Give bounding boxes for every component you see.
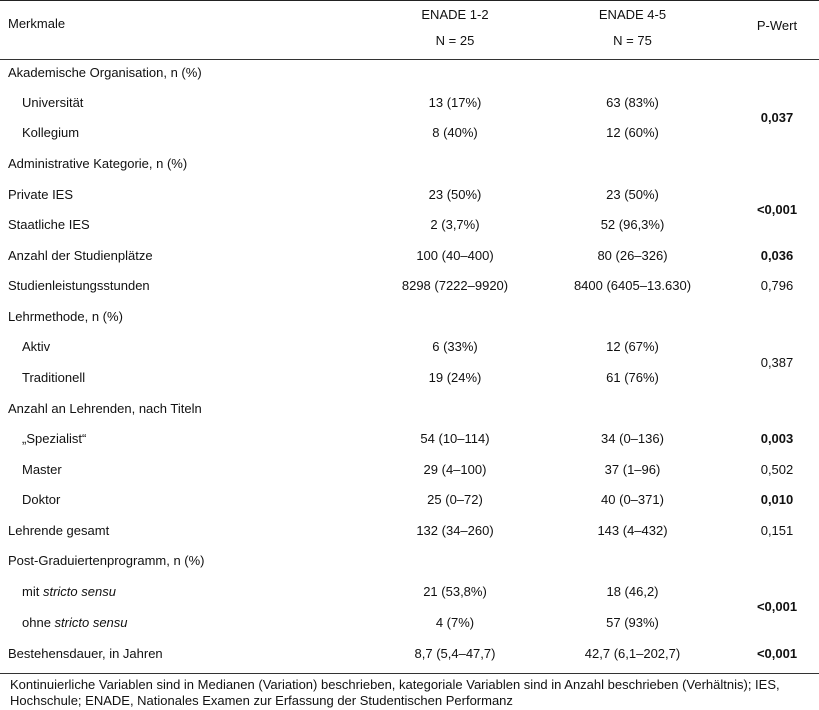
pvalue: <0,001 bbox=[756, 599, 798, 614]
table-top-rule bbox=[0, 0, 819, 1]
row-label: Aktiv bbox=[22, 339, 51, 354]
row-group2-value: 52 (96,3%) bbox=[600, 217, 665, 232]
row-group2-value: 37 (1–96) bbox=[604, 462, 661, 477]
row-label: ohne stricto sensu bbox=[0, 615, 372, 631]
row-label: Bestehensdauer, in Jahren bbox=[8, 646, 163, 661]
row-label: Universität bbox=[22, 95, 84, 110]
row-label: Kollegium bbox=[22, 125, 80, 140]
row-label: Private IES bbox=[8, 187, 74, 202]
pvalue: <0,001 bbox=[756, 646, 798, 661]
row-group2-value: 34 (0–136) bbox=[601, 431, 664, 446]
row-label-prefix: ohne bbox=[22, 615, 55, 630]
header-rule bbox=[0, 59, 819, 60]
row-group1-value: 8,7 (5,4–47,7) bbox=[414, 646, 496, 661]
pvalue: 0,151 bbox=[760, 523, 794, 538]
row-group1-value: 54 (10–114) bbox=[420, 431, 490, 446]
row-label: Post-Graduiertenprogramm, n (%) bbox=[8, 553, 205, 568]
row-label: Master bbox=[22, 462, 62, 477]
row-label: „Spezialist“ bbox=[22, 431, 87, 446]
pvalue: 0,387 bbox=[760, 355, 794, 370]
pvalue: 0,036 bbox=[760, 248, 794, 263]
row-label: Staatliche IES bbox=[8, 217, 90, 232]
row-group1-value: 8298 (7222–9920) bbox=[401, 278, 509, 293]
row-group1-value: 21 (53,8%) bbox=[423, 584, 487, 599]
row-group1-value: 2 (3,7%) bbox=[430, 217, 480, 232]
row-group1-value: 132 (34–260) bbox=[416, 523, 494, 538]
row-group1-value: 6 (33%) bbox=[432, 339, 478, 354]
row-label: Doktor bbox=[22, 492, 61, 507]
row-group2-value: 61 (76%) bbox=[606, 370, 659, 385]
row-group2-value: 40 (0–371) bbox=[601, 492, 664, 507]
pvalue: 0,003 bbox=[760, 431, 794, 446]
pvalue: 0,010 bbox=[760, 492, 794, 507]
header-pvalue: P-Wert bbox=[756, 18, 798, 33]
row-group2-value: 12 (60%) bbox=[606, 125, 659, 140]
row-group2-value: 42,7 (6,1–202,7) bbox=[584, 646, 681, 661]
row-group1-value: 4 (7%) bbox=[435, 615, 475, 630]
row-group2-value: 23 (50%) bbox=[606, 187, 659, 202]
row-label-prefix: mit bbox=[22, 584, 43, 599]
pvalue: 0,796 bbox=[760, 278, 794, 293]
row-group2-value: 18 (46,2) bbox=[606, 584, 659, 599]
pvalue: 0,037 bbox=[760, 110, 794, 125]
table-footnote: Kontinuierliche Variablen sind in Median… bbox=[10, 677, 780, 708]
row-label: Anzahl der Studienplätze bbox=[8, 248, 153, 263]
header-group2: ENADE 4-5 bbox=[598, 7, 667, 22]
header-group1: ENADE 1-2 bbox=[421, 7, 489, 22]
row-group1-value: 29 (4–100) bbox=[423, 462, 487, 477]
row-label: mit stricto sensu bbox=[0, 584, 372, 600]
row-group2-value: 8400 (6405–13.630) bbox=[573, 278, 692, 293]
row-label: Lehrmethode, n (%) bbox=[8, 309, 123, 324]
table-bottom-rule bbox=[0, 673, 819, 674]
row-label: Lehrende gesamt bbox=[8, 523, 110, 538]
pvalue: <0,001 bbox=[756, 202, 798, 217]
row-group2-value: 143 (4–432) bbox=[597, 523, 668, 538]
header-group2-n: N = 75 bbox=[613, 33, 652, 48]
row-group1-value: 13 (17%) bbox=[428, 95, 482, 110]
row-label-italic: stricto sensu bbox=[42, 584, 116, 599]
row-group2-value: 63 (83%) bbox=[606, 95, 659, 110]
row-group2-value: 80 (26–326) bbox=[597, 248, 668, 263]
row-label: Administrative Kategorie, n (%) bbox=[8, 156, 188, 171]
row-label: Studienleistungsstunden bbox=[8, 278, 150, 293]
row-group2-value: 57 (93%) bbox=[606, 615, 659, 630]
row-group1-value: 25 (0–72) bbox=[427, 492, 483, 507]
pvalue: 0,502 bbox=[760, 462, 794, 477]
header-group1-n: N = 25 bbox=[435, 33, 475, 48]
row-group1-value: 8 (40%) bbox=[432, 125, 478, 140]
header-merkmale: Merkmale bbox=[8, 16, 66, 31]
row-group1-value: 100 (40–400) bbox=[416, 248, 494, 263]
row-label-italic: stricto sensu bbox=[54, 615, 128, 630]
row-label: Anzahl an Lehrenden, nach Titeln bbox=[8, 401, 202, 416]
row-label: Akademische Organisation, n (%) bbox=[8, 65, 202, 80]
row-label: Traditionell bbox=[22, 370, 86, 385]
row-group2-value: 12 (67%) bbox=[606, 339, 659, 354]
row-group1-value: 19 (24%) bbox=[428, 370, 482, 385]
row-group1-value: 23 (50%) bbox=[428, 187, 482, 202]
